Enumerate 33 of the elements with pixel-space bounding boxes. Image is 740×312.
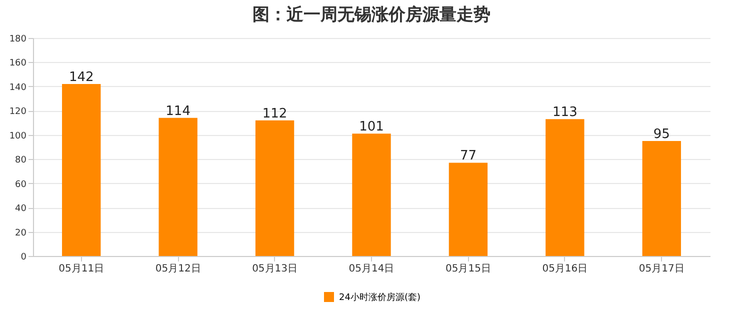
data-label: 114 — [166, 104, 190, 119]
y-tick-label: 180 — [9, 34, 27, 44]
data-label: 101 — [359, 120, 384, 135]
data-label: 113 — [552, 105, 578, 120]
y-tick-label: 140 — [9, 82, 27, 93]
y-tick-label: 100 — [9, 131, 27, 142]
bar — [352, 134, 391, 256]
x-tick-label: 05月17日 — [638, 264, 684, 274]
bar — [546, 119, 584, 256]
y-tick-label: 0 — [20, 252, 27, 262]
legend-label: 24小时涨价房源(套) — [339, 292, 420, 303]
y-tick-label: 60 — [15, 180, 27, 190]
x-tick-label: 05月13日 — [252, 264, 298, 274]
bar — [62, 84, 101, 256]
bar — [642, 140, 681, 256]
x-tick-label: 05月11日 — [58, 264, 104, 274]
bar — [158, 118, 198, 256]
data-label: 95 — [653, 126, 670, 142]
data-label: 112 — [262, 106, 288, 122]
y-tick-label: 120 — [9, 107, 27, 118]
x-tick-label: 05月14日 — [348, 264, 394, 274]
x-tick-label: 05月12日 — [155, 264, 201, 274]
y-tick-label: 80 — [15, 156, 27, 166]
chart-title: 图：近一周无锡涨价房源量走势 — [252, 5, 490, 25]
bar — [448, 162, 488, 256]
bar — [255, 120, 294, 256]
data-label: 77 — [460, 148, 476, 164]
x-tick-label: 05月15日 — [445, 264, 491, 274]
x-tick-label: 05月16日 — [542, 264, 588, 274]
y-tick-label: 40 — [15, 204, 27, 214]
data-label: 142 — [68, 70, 94, 86]
y-tick-label: 160 — [9, 58, 27, 69]
y-tick-label: 20 — [15, 228, 27, 238]
